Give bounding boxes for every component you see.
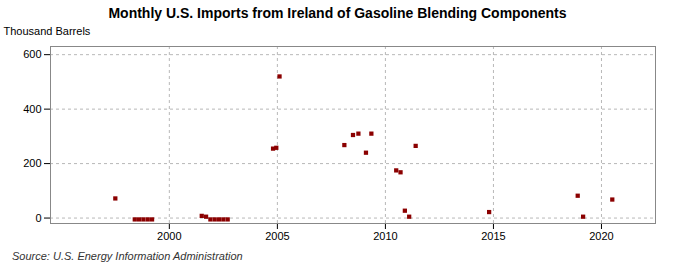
html-text:Monthly U.S. Imports from Irel: Monthly U.S. Imports from Ireland of Gas…	[108, 5, 567, 21]
svg-text:200: 200	[23, 157, 41, 169]
svg-text:Thousand Barrels: Thousand Barrels	[4, 25, 91, 37]
svg-text:0: 0	[35, 212, 41, 224]
svg-text:600: 600	[23, 48, 41, 60]
svg-text:2020: 2020	[589, 230, 613, 242]
svg-text:2000: 2000	[157, 230, 181, 242]
svg-text:400: 400	[23, 103, 41, 115]
html-text:Source: U.S. Energy Informatio: Source: U.S. Energy Information Administ…	[12, 250, 243, 262]
svg-text:2005: 2005	[265, 230, 289, 242]
svg-text:2015: 2015	[481, 230, 505, 242]
svg-text:2010: 2010	[373, 230, 397, 242]
